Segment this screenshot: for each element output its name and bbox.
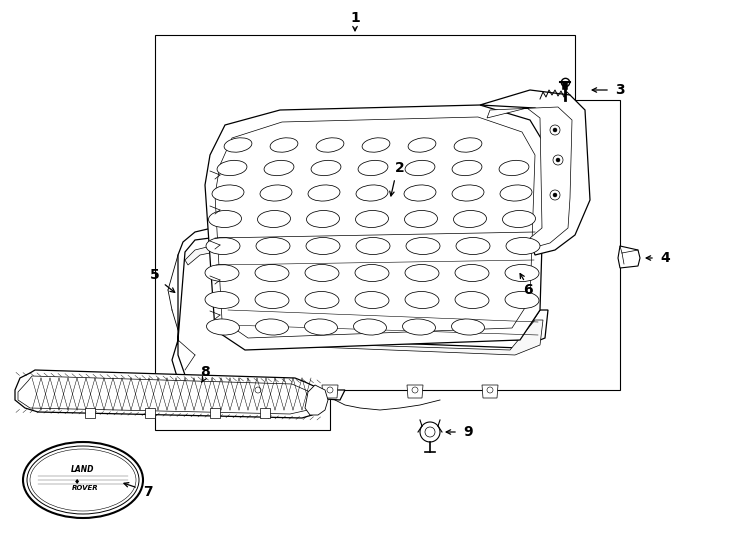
- Ellipse shape: [355, 211, 388, 227]
- Text: 7: 7: [143, 485, 153, 499]
- Ellipse shape: [205, 265, 239, 281]
- Ellipse shape: [404, 211, 437, 227]
- Text: 2: 2: [395, 161, 405, 175]
- Ellipse shape: [451, 319, 484, 335]
- Polygon shape: [18, 376, 310, 414]
- Ellipse shape: [405, 265, 439, 281]
- Text: 1: 1: [350, 11, 360, 25]
- Polygon shape: [145, 408, 155, 418]
- Ellipse shape: [270, 138, 298, 152]
- Ellipse shape: [354, 319, 387, 335]
- Ellipse shape: [356, 238, 390, 254]
- Text: 4: 4: [660, 251, 670, 265]
- Circle shape: [553, 193, 557, 197]
- Ellipse shape: [264, 160, 294, 176]
- Ellipse shape: [405, 292, 439, 308]
- Ellipse shape: [256, 238, 290, 254]
- Polygon shape: [85, 408, 95, 418]
- Ellipse shape: [455, 265, 489, 281]
- Polygon shape: [480, 90, 590, 255]
- Text: 3: 3: [615, 83, 625, 97]
- Polygon shape: [250, 385, 266, 398]
- Polygon shape: [210, 408, 220, 418]
- Ellipse shape: [258, 211, 291, 227]
- Ellipse shape: [454, 211, 487, 227]
- Text: ROVER: ROVER: [72, 485, 98, 491]
- Ellipse shape: [506, 238, 540, 254]
- Ellipse shape: [260, 185, 292, 201]
- Ellipse shape: [505, 265, 539, 281]
- Text: ♦: ♦: [74, 479, 80, 485]
- Ellipse shape: [505, 292, 539, 308]
- Ellipse shape: [355, 292, 389, 308]
- Ellipse shape: [212, 185, 244, 201]
- Polygon shape: [185, 245, 543, 355]
- Ellipse shape: [305, 319, 338, 335]
- Ellipse shape: [308, 185, 340, 201]
- Circle shape: [420, 422, 440, 442]
- Text: 8: 8: [200, 365, 210, 379]
- Polygon shape: [407, 385, 423, 398]
- Polygon shape: [305, 385, 328, 415]
- Ellipse shape: [406, 238, 440, 254]
- Ellipse shape: [455, 292, 489, 308]
- Polygon shape: [172, 228, 548, 400]
- Circle shape: [556, 158, 560, 162]
- Ellipse shape: [255, 292, 289, 308]
- Ellipse shape: [306, 238, 340, 254]
- Polygon shape: [260, 408, 270, 418]
- Polygon shape: [205, 105, 545, 350]
- Polygon shape: [215, 117, 535, 338]
- Polygon shape: [15, 370, 325, 418]
- Ellipse shape: [358, 160, 388, 176]
- Ellipse shape: [454, 138, 482, 152]
- Ellipse shape: [452, 185, 484, 201]
- Text: 5: 5: [150, 268, 160, 282]
- Ellipse shape: [356, 185, 388, 201]
- Ellipse shape: [206, 319, 239, 335]
- Ellipse shape: [499, 160, 529, 176]
- Polygon shape: [618, 246, 640, 268]
- Ellipse shape: [208, 211, 241, 227]
- Polygon shape: [482, 385, 498, 398]
- Ellipse shape: [255, 265, 289, 281]
- Ellipse shape: [355, 265, 389, 281]
- Text: 6: 6: [523, 283, 533, 297]
- Polygon shape: [322, 385, 338, 398]
- Ellipse shape: [408, 138, 436, 152]
- Circle shape: [553, 128, 557, 132]
- Ellipse shape: [452, 160, 482, 176]
- Ellipse shape: [307, 211, 340, 227]
- Ellipse shape: [405, 160, 435, 176]
- Ellipse shape: [206, 238, 240, 254]
- Text: 9: 9: [463, 425, 473, 439]
- Ellipse shape: [305, 265, 339, 281]
- Ellipse shape: [316, 138, 344, 152]
- Polygon shape: [487, 107, 572, 248]
- Ellipse shape: [311, 160, 341, 176]
- Ellipse shape: [404, 185, 436, 201]
- Ellipse shape: [205, 292, 239, 308]
- Ellipse shape: [402, 319, 435, 335]
- Ellipse shape: [224, 138, 252, 152]
- Ellipse shape: [23, 442, 143, 518]
- Ellipse shape: [362, 138, 390, 152]
- Text: LAND: LAND: [71, 465, 95, 475]
- Circle shape: [425, 427, 435, 437]
- Ellipse shape: [500, 185, 532, 201]
- Ellipse shape: [255, 319, 288, 335]
- Ellipse shape: [217, 160, 247, 176]
- Polygon shape: [155, 35, 620, 430]
- Ellipse shape: [503, 211, 536, 227]
- Ellipse shape: [456, 238, 490, 254]
- Ellipse shape: [305, 292, 339, 308]
